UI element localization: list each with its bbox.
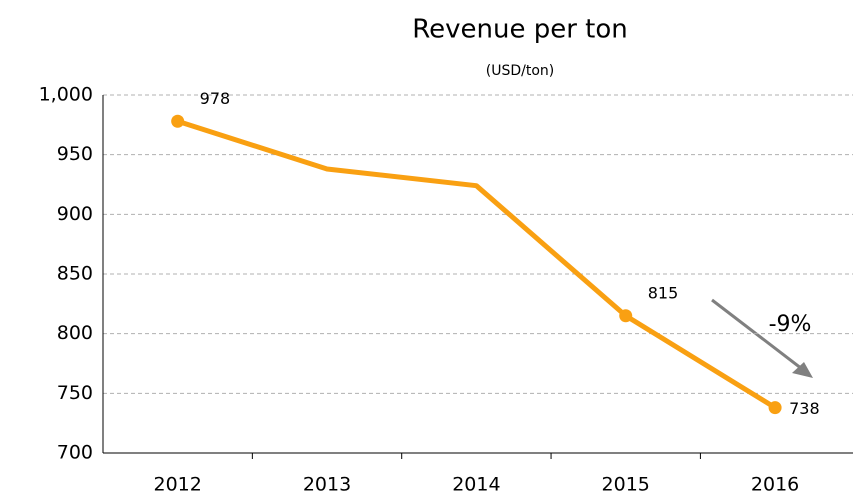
x-tick-label: 2012 <box>153 474 201 496</box>
chart-subtitle: (USD/ton) <box>486 63 554 79</box>
trend-arrow <box>711 298 807 374</box>
data-label: 815 <box>648 283 679 302</box>
chart-title: Revenue per ton <box>412 15 628 45</box>
data-line <box>176 118 777 410</box>
y-tick-label: 900 <box>57 203 93 225</box>
annotation: -9% <box>769 312 812 337</box>
x-tick-label: 2014 <box>452 474 500 496</box>
data-point <box>171 114 185 128</box>
y-tick-label: 1,000 <box>39 84 93 106</box>
data-point <box>619 309 633 323</box>
data-point <box>768 401 782 415</box>
data-label: 738 <box>789 399 820 418</box>
y-tick-label: 950 <box>57 143 93 165</box>
trend-arrowhead <box>792 362 813 378</box>
x-tick-label: 2015 <box>602 474 650 496</box>
x-tick-label: 2013 <box>303 474 351 496</box>
data-label: 978 <box>200 89 231 108</box>
y-tick-label: 750 <box>57 382 93 404</box>
y-tick-label: 800 <box>57 322 93 344</box>
y-tick-label: 700 <box>57 442 93 464</box>
x-tick-label: 2016 <box>751 474 799 496</box>
y-tick-label: 850 <box>57 263 93 285</box>
